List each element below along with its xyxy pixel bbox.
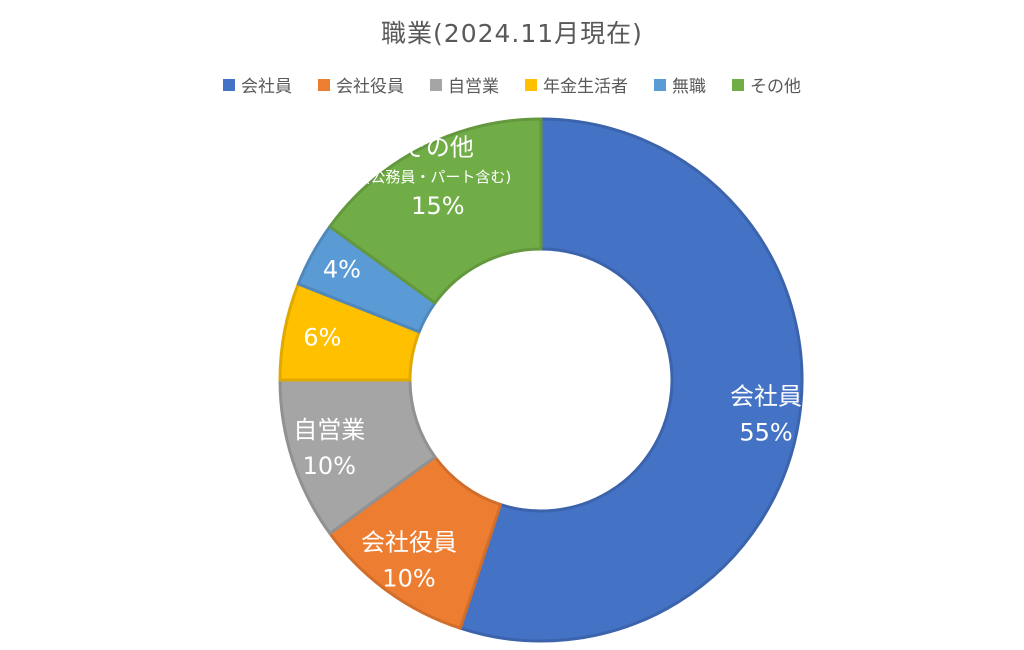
slice-pct-nenkin: 6% bbox=[303, 323, 341, 351]
legend-swatch-sonota bbox=[732, 78, 744, 91]
slice-sonota bbox=[328, 117, 543, 305]
slice-pct-mushoku: 4% bbox=[323, 256, 361, 284]
slice-pct-jieigyo: 10% bbox=[303, 452, 356, 480]
legend-swatch-jieigyo bbox=[430, 78, 442, 91]
slice-pct-kaishain: 55% bbox=[739, 419, 792, 447]
slice-sublabel-sonota: (公務員・パート含む) bbox=[364, 168, 511, 186]
legend-swatch-mushoku bbox=[654, 78, 666, 91]
chart-title: 職業(2024.11月現在) bbox=[381, 19, 643, 48]
slice-kaishain bbox=[458, 117, 804, 643]
legend-swatch-kaishayakuin bbox=[318, 78, 330, 91]
legend-item-nenkin: 年金生活者 bbox=[525, 72, 628, 97]
slice-label-kaishayakuin: 会社役員 bbox=[361, 529, 457, 557]
slice-label-jieigyo: 自営業 bbox=[293, 416, 365, 444]
legend-label-mushoku: 無職 bbox=[672, 77, 706, 97]
legend: 会社員 会社役員 自営業 年金生活者 無職 その他 bbox=[0, 72, 1024, 97]
legend-item-kaishain: 会社員 bbox=[223, 72, 292, 97]
legend-swatch-nenkin bbox=[525, 78, 537, 91]
legend-item-jieigyo: 自営業 bbox=[430, 72, 499, 97]
legend-swatch-kaishain bbox=[223, 78, 235, 91]
slice-label-kaishain: 会社員 bbox=[730, 383, 802, 411]
legend-item-sonota: その他 bbox=[732, 72, 801, 97]
legend-label-kaishain: 会社員 bbox=[241, 77, 292, 97]
slice-pct-kaishayakuin: 10% bbox=[382, 565, 435, 593]
legend-label-nenkin: 年金生活者 bbox=[543, 77, 628, 97]
legend-label-jieigyo: 自営業 bbox=[448, 77, 499, 97]
legend-item-mushoku: 無職 bbox=[654, 72, 706, 97]
slice-label-sonota: その他 bbox=[402, 133, 474, 161]
legend-item-kaishayakuin: 会社役員 bbox=[318, 72, 404, 97]
legend-label-sonota: その他 bbox=[750, 77, 801, 97]
slice-pct-sonota: 15% bbox=[411, 192, 464, 220]
legend-label-kaishayakuin: 会社役員 bbox=[336, 77, 404, 97]
